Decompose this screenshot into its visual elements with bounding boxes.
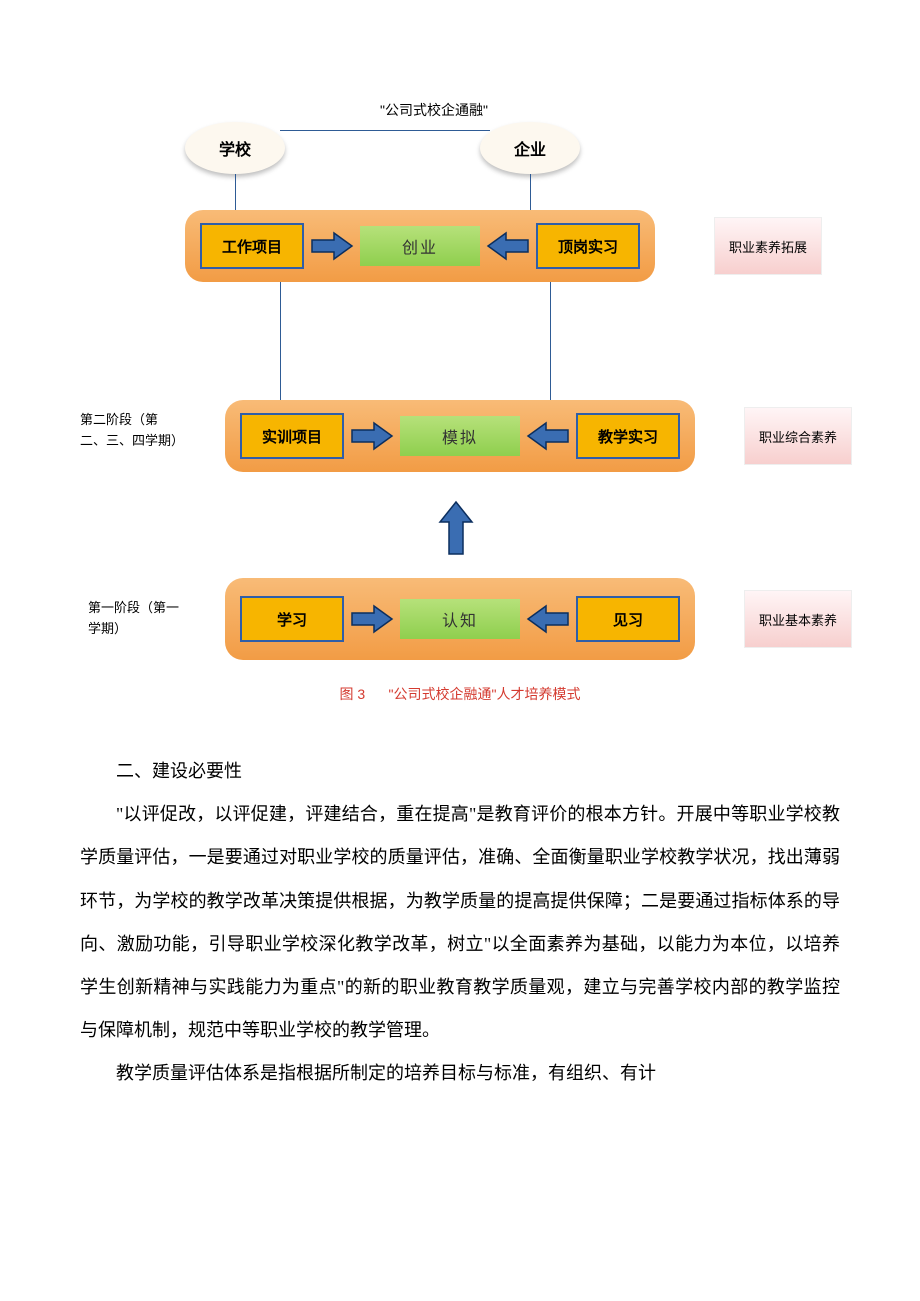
arrow-left-icon — [526, 421, 570, 451]
box-work-project: 工作项目 — [200, 223, 304, 269]
label-stage-1: 第一阶段（第一学期） — [88, 598, 188, 640]
box-study: 学习 — [240, 596, 344, 642]
section-heading: 二、建设必要性 — [80, 750, 840, 793]
arrow-left-icon — [526, 604, 570, 634]
card-basic-quality: 职业基本素养 — [744, 590, 852, 648]
box-simulation: 模拟 — [400, 416, 520, 456]
arrow-left-icon — [486, 231, 530, 261]
card-comprehensive-quality: 职业综合素养 — [744, 407, 852, 465]
diagram-top-title: "公司式校企通融" — [380, 100, 488, 120]
box-training-project: 实训项目 — [240, 413, 344, 459]
arrow-up-icon — [438, 500, 474, 558]
figure-caption: 图 3 "公司式校企融通"人才培养模式 — [80, 684, 840, 704]
training-model-diagram: "公司式校企通融" 学校 企业 工作项目 创业 顶岗实习 职业素养拓展 第二阶段… — [80, 100, 840, 720]
box-internship: 顶岗实习 — [536, 223, 640, 269]
body-text: 二、建设必要性 "以评促改，以评促建，评建结合，重在提高"是教育评价的根本方针。… — [80, 750, 840, 1096]
row-stage-1: 学习 认知 见习 — [225, 578, 695, 660]
arrow-right-icon — [350, 421, 394, 451]
arrow-right-icon — [350, 604, 394, 634]
connector-school-down — [235, 174, 236, 210]
box-startup: 创业 — [360, 226, 480, 266]
connector-r1-r2-right — [550, 282, 551, 400]
box-observation: 见习 — [576, 596, 680, 642]
ellipse-enterprise: 企业 — [480, 122, 580, 174]
arrow-right-icon — [310, 231, 354, 261]
connector-r1-r2-left — [280, 282, 281, 400]
row-stage-3: 工作项目 创业 顶岗实习 — [185, 210, 655, 282]
connector-top — [280, 130, 490, 131]
caption-prefix: 图 3 — [340, 686, 366, 702]
label-stage-2: 第二阶段（第二、三、四学期） — [80, 410, 180, 452]
row-stage-2: 实训项目 模拟 教学实习 — [225, 400, 695, 472]
caption-text: "公司式校企融通"人才培养模式 — [389, 686, 581, 702]
paragraph-2: 教学质量评估体系是指根据所制定的培养目标与标准，有组织、有计 — [80, 1052, 840, 1095]
card-quality-extension: 职业素养拓展 — [714, 217, 822, 275]
box-cognition: 认知 — [400, 599, 520, 639]
paragraph-1: "以评促改，以评促建，评建结合，重在提高"是教育评价的根本方针。开展中等职业学校… — [80, 793, 840, 1052]
connector-enterprise-down — [530, 174, 531, 210]
ellipse-school: 学校 — [185, 122, 285, 174]
box-teaching-practice: 教学实习 — [576, 413, 680, 459]
